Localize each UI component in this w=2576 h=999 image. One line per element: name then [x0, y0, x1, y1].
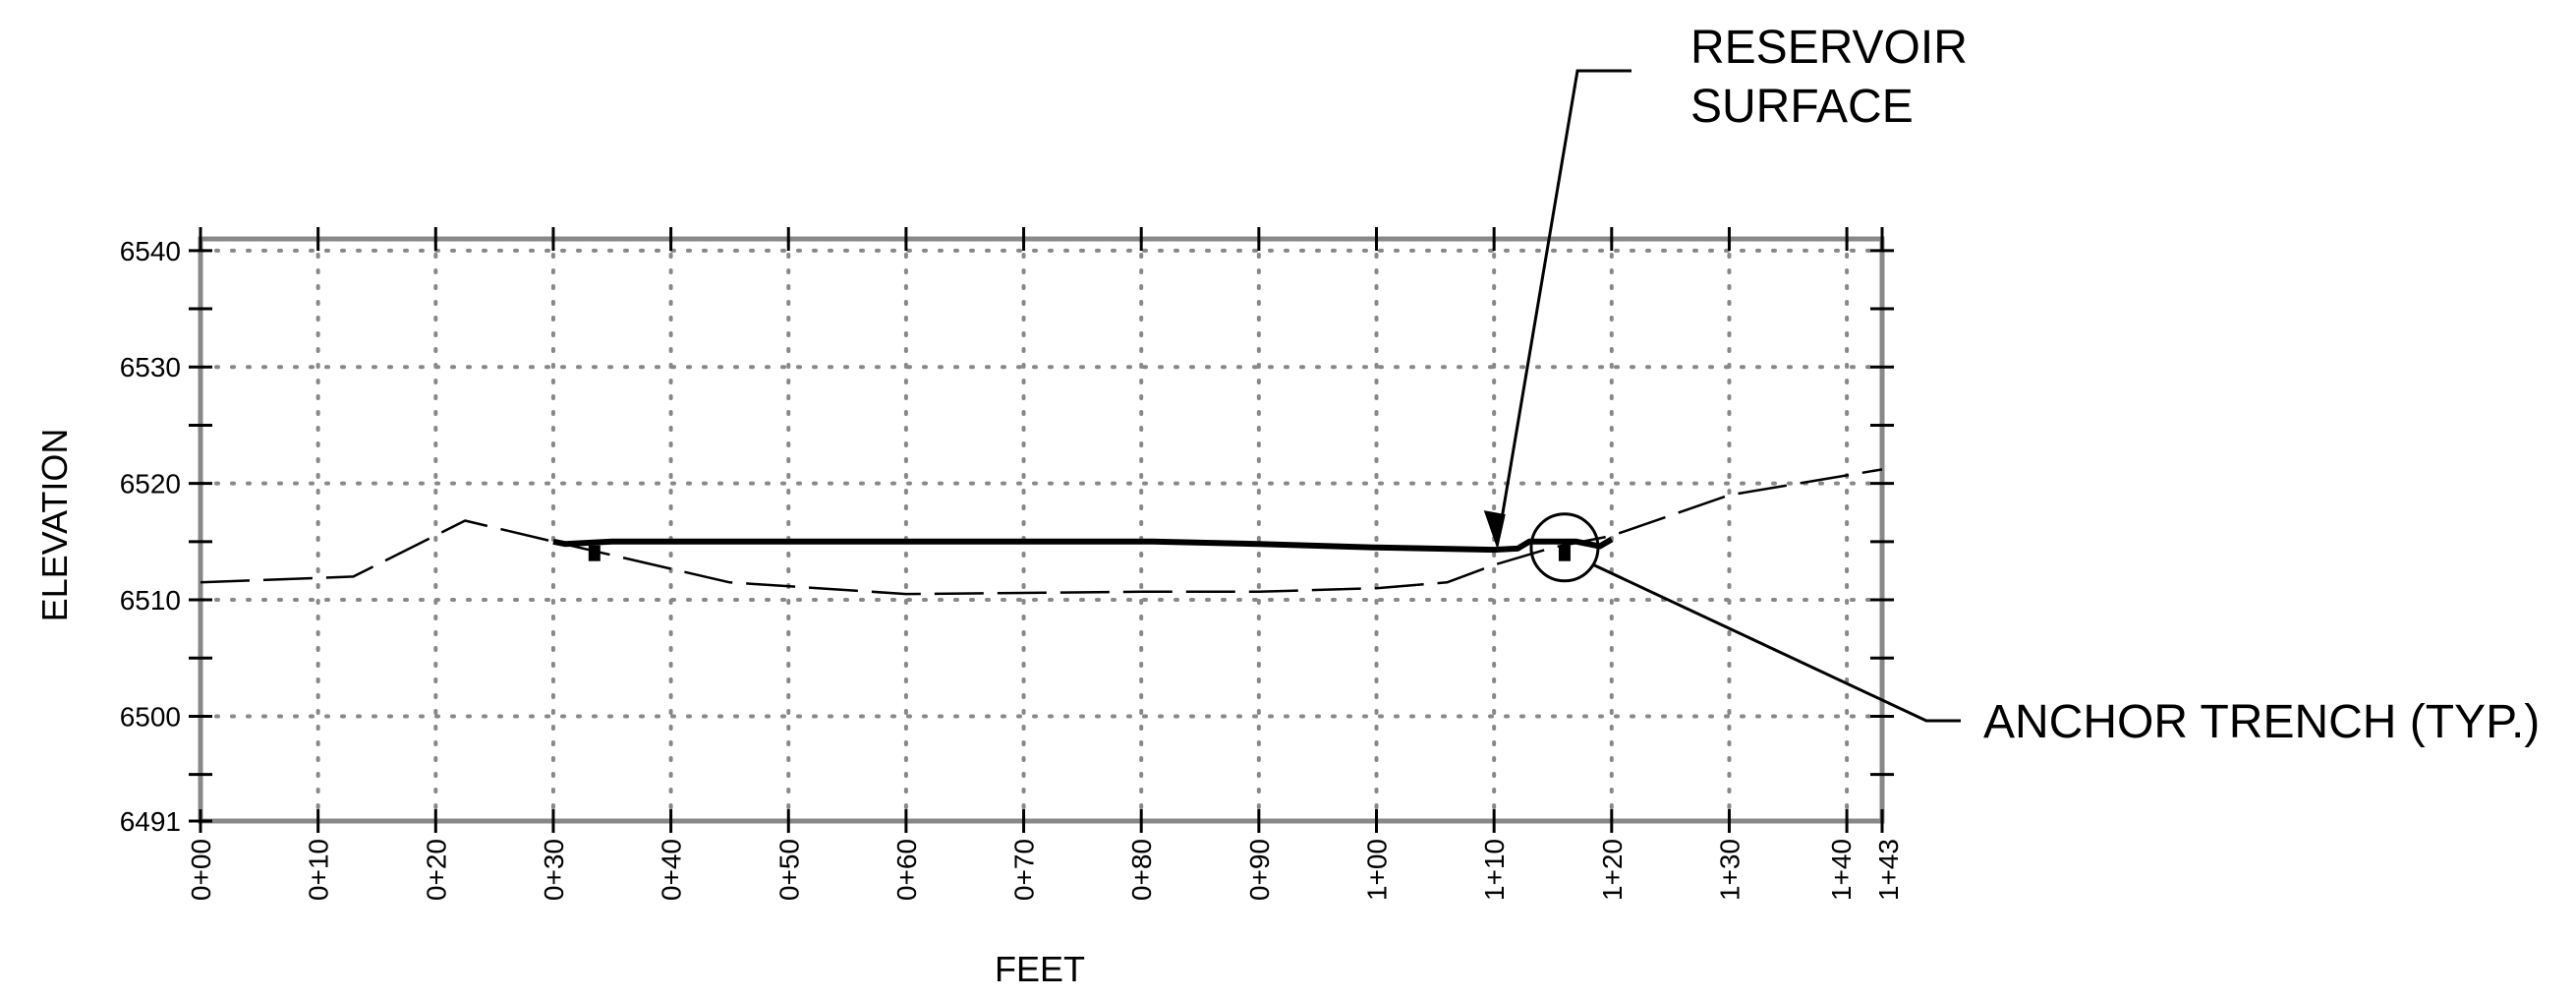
x-tick-label: 0+00	[186, 839, 216, 901]
y-tick-label: 6500	[120, 701, 181, 732]
reservoir-surface-label: RESERVOIR	[1690, 22, 1968, 74]
x-tick-labels: 0+00 0+10 0+20 0+30 0+40 0+50 0+60 0+70 0+80 0+90…	[186, 839, 1904, 901]
x-tick-label: 0+90	[1244, 839, 1275, 901]
existing-ground-line	[200, 468, 1883, 596]
arrowhead-icon	[1483, 510, 1506, 551]
grid-lines	[199, 237, 1884, 823]
anchor-trench-marker	[1558, 545, 1571, 561]
anchor-trench-callout-circle	[1529, 512, 1600, 583]
x-tick-label: 0+30	[539, 839, 569, 901]
plot-frame	[198, 236, 1885, 824]
x-tick-label: 0+40	[657, 839, 687, 901]
y-tick-label: 6540	[120, 236, 181, 266]
x-tick-label: 0+50	[773, 839, 804, 901]
y-tick-label: 6491	[120, 806, 181, 837]
x-tick-label: 1+30	[1714, 839, 1745, 901]
y-tick-labels: 6491 6500 6510 6520 6530 6540	[120, 236, 181, 837]
anchor-trench-label: ANCHOR TRENCH (TYP.)	[1983, 696, 2540, 748]
anchor-trench-leader-line	[1593, 563, 1961, 723]
x-tick-label: 0+80	[1126, 839, 1157, 901]
x-axis-label: FEET	[995, 949, 1085, 989]
annotations: RESERVOIR SURFACE ANCHOR TRENCH (TYP.)	[1483, 22, 2540, 748]
y-tick-label: 6530	[120, 352, 181, 382]
y-tick-label: 6520	[120, 469, 181, 500]
x-tick-label: 0+20	[421, 839, 451, 901]
x-tick-label: 1+00	[1362, 839, 1393, 901]
x-tick-label: 1+10	[1479, 839, 1510, 901]
reservoir-surface-label: SURFACE	[1690, 81, 1914, 133]
y-axis-label: ELEVATION	[34, 429, 75, 622]
y-tick-label: 6510	[120, 585, 181, 616]
reservoir-leader-line	[1500, 69, 1631, 521]
profile-series	[200, 468, 1883, 596]
plot-border	[198, 236, 1885, 824]
x-tick-label: 1+20	[1597, 839, 1628, 901]
x-tick-label: 0+70	[1009, 839, 1040, 901]
anchor-trench-marker	[588, 545, 601, 561]
x-tick-label: 0+10	[304, 839, 334, 901]
reservoir-surface-line	[552, 536, 1614, 554]
x-tick-label: 1+43	[1873, 839, 1904, 901]
tick-marks	[189, 227, 1894, 833]
x-tick-label: 1+40	[1826, 839, 1857, 901]
x-tick-label: 0+60	[891, 839, 922, 901]
